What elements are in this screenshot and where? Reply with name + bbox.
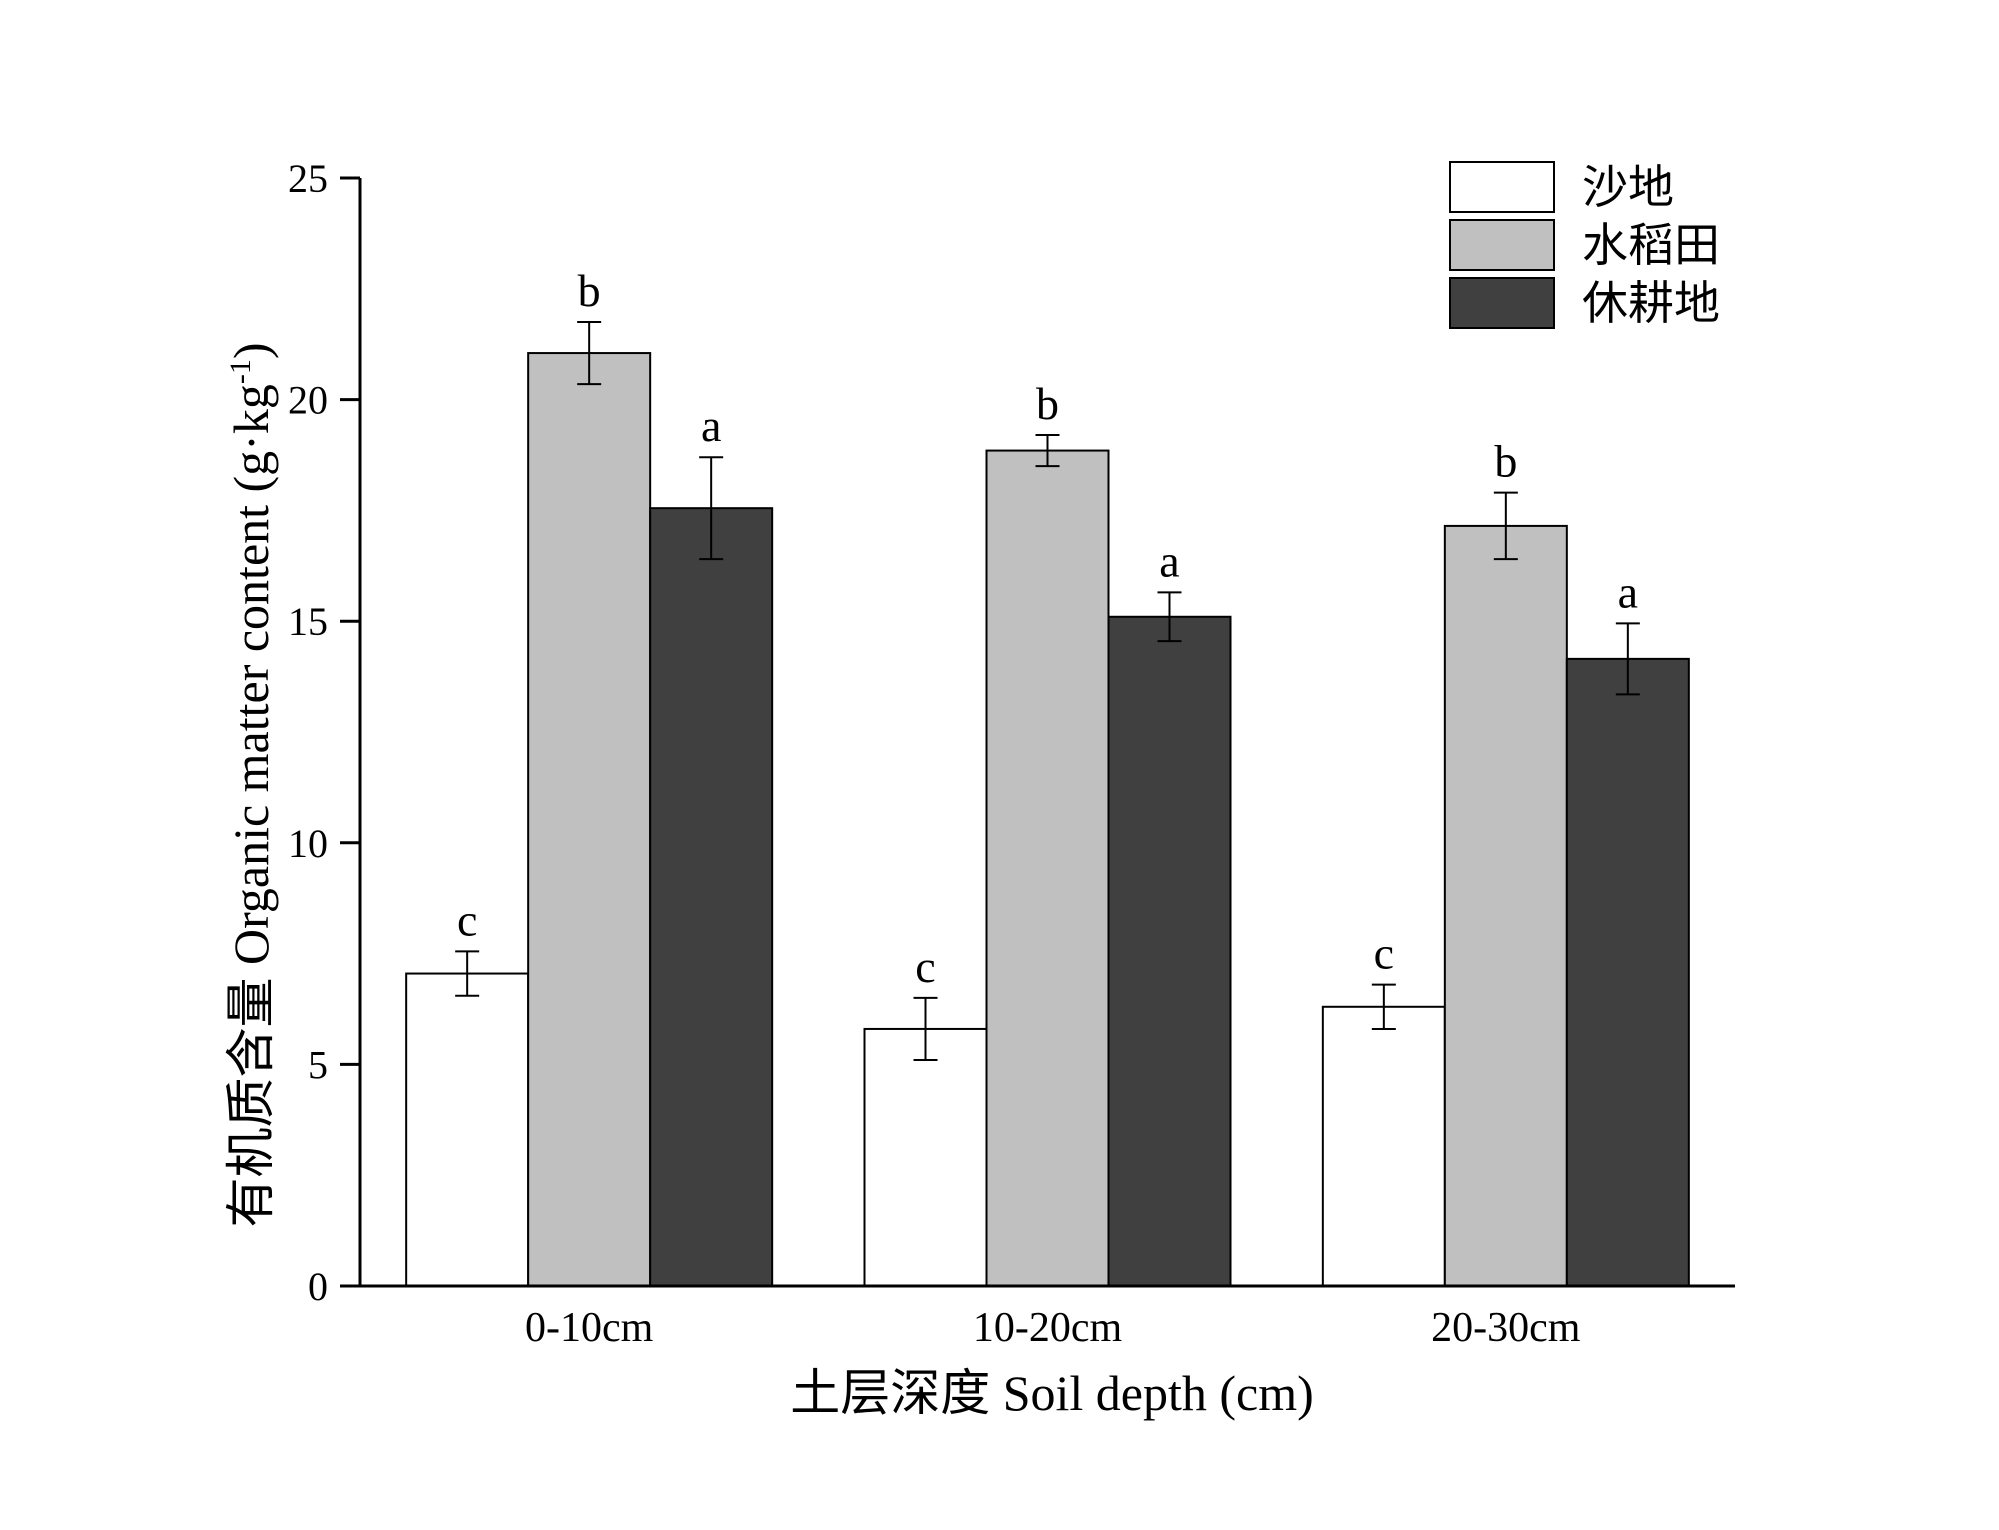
x-axis-title: 土层深度 Soil depth (cm) bbox=[790, 1365, 1314, 1421]
significance-label: a bbox=[1618, 566, 1638, 617]
bar bbox=[527, 352, 652, 1287]
axes-layer: 0 5 10 15 20 25 bbox=[288, 156, 1735, 1309]
legend-label: 沙地 bbox=[1582, 162, 1674, 213]
y-tick-label: 0 bbox=[308, 1264, 328, 1309]
bar bbox=[1565, 657, 1690, 1287]
bar bbox=[649, 507, 774, 1287]
legend-swatch bbox=[1449, 277, 1555, 329]
legend-label: 休耕地 bbox=[1582, 278, 1720, 329]
legend-swatch bbox=[1449, 161, 1555, 213]
bar bbox=[1321, 1005, 1446, 1287]
y-tick-label: 15 bbox=[288, 599, 328, 644]
bar bbox=[1443, 524, 1568, 1287]
y-tick-label: 5 bbox=[308, 1042, 328, 1087]
y-axis-title: 有机质含量 Organic matter content (g·kg-1) bbox=[223, 343, 279, 1228]
significance-label: b bbox=[578, 265, 601, 316]
bars-layer: c b a 0-10cm c b a 10-20cm c b a 20-30cm bbox=[405, 265, 1690, 1351]
x-tick-label: 0-10cm bbox=[525, 1305, 654, 1351]
y-tick-label: 20 bbox=[288, 378, 328, 423]
significance-label: c bbox=[457, 894, 477, 945]
significance-label: a bbox=[1159, 535, 1179, 586]
significance-label: b bbox=[1494, 436, 1517, 487]
x-tick-label: 10-20cm bbox=[973, 1305, 1123, 1351]
bar bbox=[1107, 615, 1232, 1287]
bar bbox=[405, 972, 530, 1287]
bar bbox=[863, 1027, 988, 1287]
significance-label: c bbox=[915, 941, 935, 992]
y-tick-label: 10 bbox=[288, 821, 328, 866]
significance-label: c bbox=[1374, 928, 1394, 979]
y-tick-label: 25 bbox=[288, 156, 328, 201]
bar bbox=[985, 449, 1110, 1287]
legend-swatch bbox=[1449, 219, 1555, 271]
significance-label: b bbox=[1036, 378, 1059, 429]
legend-label: 水稻田 bbox=[1582, 220, 1720, 271]
significance-label: a bbox=[701, 400, 721, 451]
x-tick-label: 20-30cm bbox=[1431, 1305, 1581, 1351]
